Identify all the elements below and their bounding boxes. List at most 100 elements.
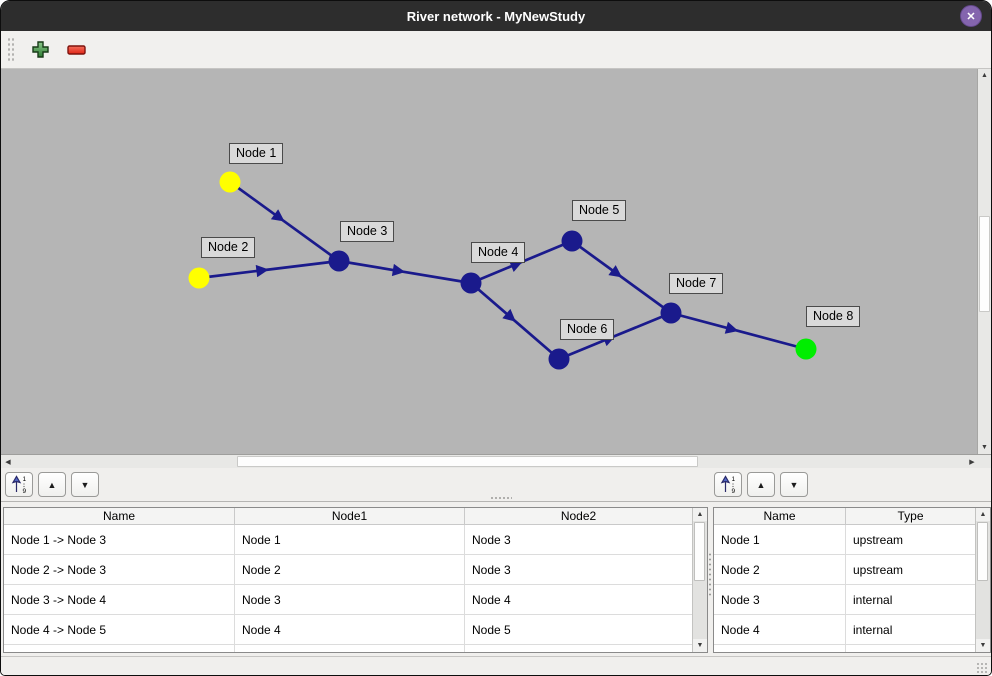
table-cell[interactable]: Node 4 -> Node 6 bbox=[4, 645, 235, 652]
table-cell[interactable]: Node 4 bbox=[235, 645, 465, 652]
reaches_table-column-header[interactable]: Node2 bbox=[560, 509, 597, 523]
sort-ascending-icon: 1 9 bbox=[720, 475, 735, 494]
nodes-move-up-button[interactable]: ▲ bbox=[747, 472, 775, 497]
reaches_table-vertical-scrollbar[interactable]: ▲ ▼ bbox=[692, 508, 707, 652]
table-cell[interactable]: Node 1 bbox=[714, 525, 846, 554]
table-cell[interactable]: Node 5 bbox=[472, 623, 511, 637]
scroll-thumb[interactable] bbox=[694, 522, 705, 581]
canvas-horizontal-scrollbar[interactable]: ◀ ▶ bbox=[1, 454, 991, 468]
table-row[interactable]: Node 3 -> Node 4 Node 3 Node 4 bbox=[4, 585, 692, 615]
node-label-node7[interactable]: Node 7 bbox=[669, 273, 724, 294]
table-cell[interactable]: Node 4 bbox=[472, 593, 511, 607]
table-cell[interactable]: Node 6 bbox=[465, 645, 692, 652]
table-cell[interactable]: internal bbox=[853, 593, 893, 607]
river-network-canvas[interactable]: Node 1 Node 2 Node 3 Node 4 Node 5 Node 6 Node… bbox=[1, 69, 991, 454]
table-cell[interactable]: upstream bbox=[853, 533, 904, 547]
graph-svg bbox=[188, 171, 817, 370]
table-cell[interactable]: Node 4 bbox=[235, 615, 465, 644]
canvas-horizontal-scroll-thumb[interactable] bbox=[237, 456, 698, 467]
node-label-node6[interactable]: Node 6 bbox=[560, 319, 615, 340]
scroll-down-icon[interactable]: ▼ bbox=[981, 444, 988, 451]
graph-node-node6[interactable] bbox=[548, 348, 570, 370]
nodes-sort-button[interactable]: 1 9 bbox=[714, 472, 742, 497]
table-cell[interactable]: Node 4 bbox=[714, 615, 846, 644]
scroll-down-icon[interactable]: ▼ bbox=[693, 639, 707, 652]
table-row[interactable]: Node 2 -> Node 3 Node 2 Node 3 bbox=[4, 555, 692, 585]
nodes_table-column-header[interactable]: Type bbox=[897, 509, 924, 523]
remove-node-button[interactable] bbox=[65, 39, 87, 61]
table-row[interactable]: Node 4 internal bbox=[714, 615, 975, 645]
graph-node-node3[interactable] bbox=[328, 250, 350, 272]
scroll-right-icon[interactable]: ▶ bbox=[969, 458, 975, 466]
table-cell[interactable]: Node 3 bbox=[472, 533, 511, 547]
table-row[interactable]: Node 5internal bbox=[714, 645, 975, 652]
graph-edge-node7-node8[interactable] bbox=[670, 311, 807, 351]
scroll-up-icon[interactable]: ▲ bbox=[981, 72, 988, 79]
minus-icon bbox=[66, 44, 86, 55]
reaches_table-column-header[interactable]: Node1 bbox=[235, 508, 465, 524]
scroll-up-icon[interactable]: ▲ bbox=[693, 508, 707, 521]
scroll-up-icon[interactable]: ▲ bbox=[976, 508, 990, 521]
graph-node-node5[interactable] bbox=[561, 230, 583, 252]
graph-edge-node2-node3[interactable] bbox=[198, 259, 340, 280]
graph-node-node4[interactable] bbox=[460, 272, 482, 294]
toolbar-drag-handle[interactable] bbox=[7, 36, 15, 63]
graph-edge-node3-node4[interactable] bbox=[338, 259, 472, 285]
table-cell[interactable]: Node 1 -> Node 3 bbox=[4, 525, 235, 554]
node-label-node3[interactable]: Node 3 bbox=[340, 221, 395, 242]
canvas-vertical-scroll-thumb[interactable] bbox=[979, 216, 990, 312]
nodes_table-vertical-scrollbar[interactable]: ▲ ▼ bbox=[975, 508, 990, 652]
node-label-node1[interactable]: Node 1 bbox=[229, 143, 284, 164]
graph-edge-node4-node6[interactable] bbox=[470, 281, 560, 361]
window-resize-grip[interactable] bbox=[976, 662, 988, 674]
graph-node-node8[interactable] bbox=[795, 338, 817, 360]
graph-edge-node4-node5[interactable] bbox=[470, 239, 573, 285]
table-cell[interactable]: Node 2 bbox=[714, 555, 846, 584]
table-cell[interactable]: Node 5 bbox=[714, 645, 846, 652]
node-label-node4[interactable]: Node 4 bbox=[471, 242, 526, 263]
reaches-move-up-button[interactable]: ▲ bbox=[38, 472, 66, 497]
table-row[interactable]: Node 2 upstream bbox=[714, 555, 975, 585]
table-row[interactable]: Node 3 internal bbox=[714, 585, 975, 615]
table-cell[interactable]: Node 4 -> Node 5 bbox=[4, 615, 235, 644]
table-cell[interactable]: Node 2 bbox=[235, 555, 465, 584]
nodes-table[interactable]: Name Type Node 1 upstream Node 2 upstream Node… bbox=[713, 507, 991, 653]
table-cell[interactable]: Node 3 -> Node 4 bbox=[4, 585, 235, 614]
table-cell[interactable]: Node 3 bbox=[714, 585, 846, 614]
titlebar: River network - MyNewStudy ✕ bbox=[1, 1, 991, 31]
node-label-node2[interactable]: Node 2 bbox=[201, 237, 256, 258]
table-cell[interactable]: Node 1 bbox=[235, 525, 465, 554]
graph-edge-node1-node3[interactable] bbox=[229, 180, 340, 263]
table-cell[interactable]: internal bbox=[846, 645, 975, 652]
reaches-move-down-button[interactable]: ▼ bbox=[71, 472, 99, 497]
graph-node-node2[interactable] bbox=[188, 267, 210, 289]
pane-splitter-handle[interactable] bbox=[490, 496, 512, 501]
reaches-toolbar: 1 9 ▲ ▼ bbox=[5, 472, 99, 497]
graph-edge-node5-node7[interactable] bbox=[571, 239, 672, 315]
graph-node-node7[interactable] bbox=[660, 302, 682, 324]
graph-node-node1[interactable] bbox=[219, 171, 241, 193]
table-cell[interactable]: Node 2 -> Node 3 bbox=[4, 555, 235, 584]
table-cell[interactable]: Node 3 bbox=[235, 585, 465, 614]
scroll-thumb[interactable] bbox=[977, 522, 988, 581]
canvas-vertical-scrollbar[interactable]: ▲ ▼ bbox=[977, 69, 991, 454]
reaches-sort-button[interactable]: 1 9 bbox=[5, 472, 33, 497]
table-row[interactable]: Node 1 upstream bbox=[714, 525, 975, 555]
table-cell[interactable]: Node 3 bbox=[472, 563, 511, 577]
scroll-down-icon[interactable]: ▼ bbox=[976, 639, 990, 652]
close-button[interactable]: ✕ bbox=[960, 5, 982, 27]
nodes_table-column-header[interactable]: Name bbox=[714, 508, 846, 524]
table-splitter-handle[interactable] bbox=[708, 552, 713, 598]
node-label-node8[interactable]: Node 8 bbox=[806, 306, 861, 327]
scroll-left-icon[interactable]: ◀ bbox=[5, 458, 11, 466]
nodes-move-down-button[interactable]: ▼ bbox=[780, 472, 808, 497]
table-row[interactable]: Node 1 -> Node 3 Node 1 Node 3 bbox=[4, 525, 692, 555]
add-node-button[interactable] bbox=[29, 39, 51, 61]
reaches_table-column-header[interactable]: Name bbox=[4, 508, 235, 524]
reaches-table[interactable]: Name Node1 Node2 Node 1 -> Node 3 Node 1 Node… bbox=[3, 507, 708, 653]
table-row[interactable]: Node 4 -> Node 5 Node 4 Node 5 bbox=[4, 615, 692, 645]
table-cell[interactable]: upstream bbox=[853, 563, 904, 577]
node-label-node5[interactable]: Node 5 bbox=[572, 200, 627, 221]
table-cell[interactable]: internal bbox=[853, 623, 893, 637]
